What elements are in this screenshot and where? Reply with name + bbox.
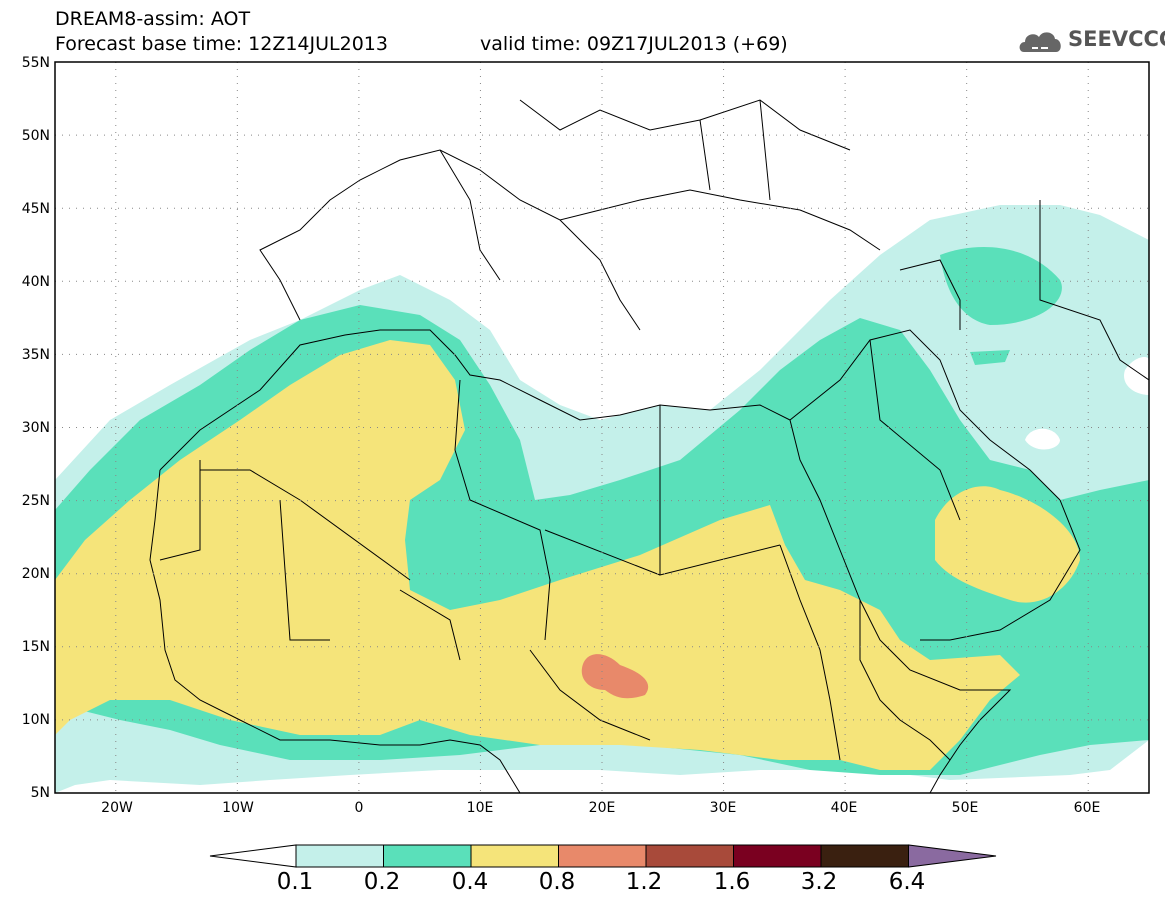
cloud-logo-icon: [1019, 32, 1061, 52]
colorbar-over-arrow: [908, 844, 997, 868]
lat-label-45n: 45N: [21, 201, 50, 217]
lon-label-20e: 20E: [588, 800, 616, 816]
lat-label-5n: 5N: [30, 785, 50, 801]
lon-label-10e: 10E: [466, 800, 494, 816]
colorbar-swatch: [820, 844, 909, 868]
colorbar-swatch: [295, 844, 384, 868]
lat-label-50n: 50N: [21, 128, 50, 144]
lat-label-55n: 55N: [21, 55, 50, 71]
lon-label-10w: 10W: [222, 800, 254, 816]
colorbar-label-1-2: 1.2: [625, 869, 663, 895]
lon-label-50e: 50E: [951, 800, 979, 816]
lat-label-40n: 40N: [21, 274, 50, 290]
colorbar-label-6-4: 6.4: [888, 869, 926, 895]
forecast-base-time: Forecast base time: 12Z14JUL2013: [55, 33, 388, 55]
lat-label-20n: 20N: [21, 566, 50, 582]
colorbar-swatch: [645, 844, 734, 868]
colorbar-swatch: [558, 844, 647, 868]
lon-label-30e: 30E: [709, 800, 737, 816]
lon-label-20w: 20W: [101, 800, 133, 816]
logo-text: SEEVCCC: [1068, 27, 1165, 51]
colorbar-label-0-4: 0.4: [451, 869, 489, 895]
lat-label-10n: 10N: [21, 712, 50, 728]
map-title: DREAM8-assim: AOT: [55, 8, 251, 30]
colorbar-under-arrow: [209, 844, 297, 868]
colorbar-label-0-8: 0.8: [538, 869, 576, 895]
aot-band-0-4: [55, 340, 1020, 770]
lat-label-35n: 35N: [21, 347, 50, 363]
lon-label-0: 0: [354, 800, 364, 816]
lat-label-30n: 30N: [21, 420, 50, 436]
lat-label-15n: 15N: [21, 639, 50, 655]
valid-time: valid time: 09Z17JUL2013 (+69): [480, 33, 788, 55]
colorbar-label-0-1: 0.1: [276, 869, 314, 895]
grid-lines: [55, 62, 1149, 793]
lat-label-25n: 25N: [21, 493, 50, 509]
colorbar-swatch: [733, 844, 822, 868]
colorbar-swatch: [383, 844, 472, 868]
lon-label-40e: 40E: [830, 800, 858, 816]
colorbar-swatch: [470, 844, 559, 868]
colorbar: [209, 844, 997, 868]
lon-label-60e: 60E: [1073, 800, 1101, 816]
colorbar-label-0-2: 0.2: [363, 869, 401, 895]
colorbar-label-3-2: 3.2: [800, 869, 838, 895]
colorbar-label-1-6: 1.6: [713, 869, 751, 895]
aot-band-0-8: [581, 654, 649, 699]
